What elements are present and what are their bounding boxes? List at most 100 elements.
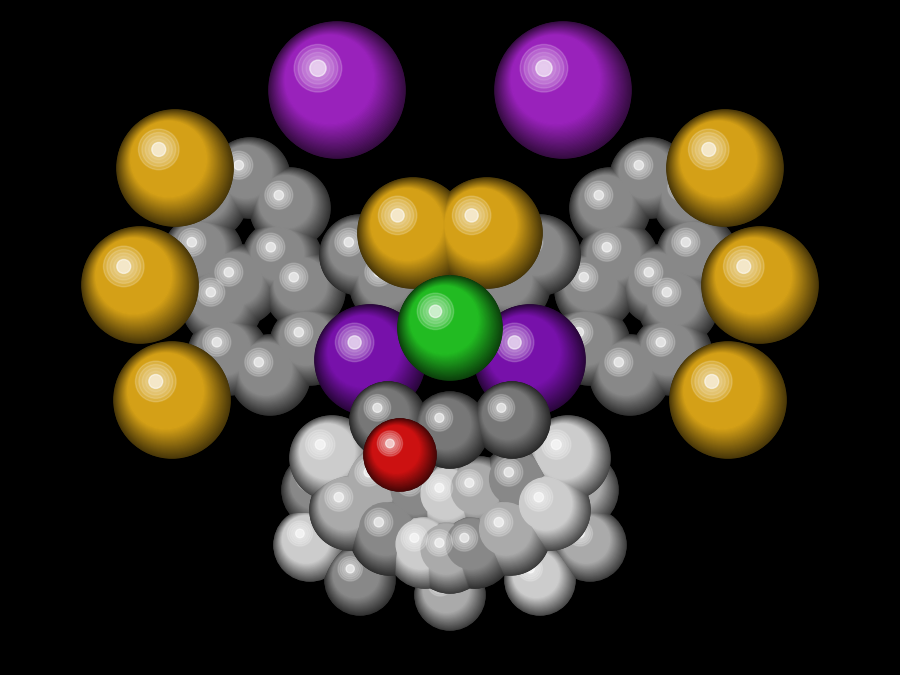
Circle shape bbox=[583, 224, 649, 290]
Circle shape bbox=[666, 223, 719, 275]
Circle shape bbox=[284, 454, 355, 524]
Circle shape bbox=[419, 268, 472, 320]
Circle shape bbox=[511, 550, 563, 602]
Circle shape bbox=[419, 564, 476, 620]
Circle shape bbox=[173, 165, 236, 228]
Circle shape bbox=[320, 478, 373, 531]
Circle shape bbox=[392, 209, 404, 222]
Circle shape bbox=[213, 141, 283, 211]
Circle shape bbox=[271, 24, 401, 155]
Circle shape bbox=[724, 246, 764, 287]
Circle shape bbox=[644, 267, 653, 277]
Circle shape bbox=[420, 523, 472, 576]
Circle shape bbox=[282, 265, 305, 289]
Circle shape bbox=[477, 501, 536, 560]
Circle shape bbox=[412, 462, 488, 538]
Circle shape bbox=[579, 273, 589, 282]
Circle shape bbox=[168, 161, 245, 238]
Circle shape bbox=[440, 185, 526, 271]
Circle shape bbox=[273, 256, 330, 314]
Circle shape bbox=[446, 519, 496, 570]
Circle shape bbox=[289, 458, 344, 513]
Circle shape bbox=[518, 557, 543, 581]
Circle shape bbox=[93, 236, 178, 321]
Circle shape bbox=[410, 286, 479, 354]
Circle shape bbox=[654, 161, 731, 238]
Circle shape bbox=[285, 455, 351, 520]
Circle shape bbox=[270, 23, 403, 156]
Circle shape bbox=[482, 388, 536, 442]
Circle shape bbox=[400, 277, 499, 377]
Circle shape bbox=[426, 404, 453, 431]
Circle shape bbox=[348, 335, 361, 349]
Circle shape bbox=[310, 470, 390, 550]
Circle shape bbox=[504, 218, 572, 287]
Circle shape bbox=[545, 455, 611, 520]
Circle shape bbox=[416, 561, 483, 628]
Circle shape bbox=[171, 163, 239, 232]
Circle shape bbox=[432, 576, 448, 592]
Circle shape bbox=[276, 511, 342, 576]
Circle shape bbox=[472, 246, 546, 321]
Circle shape bbox=[187, 238, 196, 247]
Circle shape bbox=[549, 437, 563, 452]
Circle shape bbox=[597, 340, 657, 401]
Circle shape bbox=[202, 247, 275, 320]
Circle shape bbox=[353, 247, 425, 319]
Circle shape bbox=[323, 217, 394, 289]
Circle shape bbox=[444, 458, 515, 529]
Circle shape bbox=[545, 455, 611, 520]
Circle shape bbox=[319, 308, 418, 408]
Circle shape bbox=[369, 423, 427, 481]
Circle shape bbox=[446, 460, 512, 526]
Circle shape bbox=[706, 231, 810, 334]
Circle shape bbox=[95, 238, 172, 315]
Circle shape bbox=[498, 24, 626, 152]
Circle shape bbox=[483, 448, 554, 519]
Circle shape bbox=[627, 153, 651, 177]
Circle shape bbox=[416, 265, 479, 327]
Circle shape bbox=[666, 222, 720, 276]
Circle shape bbox=[127, 352, 205, 431]
Circle shape bbox=[328, 547, 390, 609]
Circle shape bbox=[418, 562, 480, 624]
Circle shape bbox=[169, 220, 231, 282]
Circle shape bbox=[572, 169, 647, 244]
Circle shape bbox=[421, 524, 471, 574]
Circle shape bbox=[579, 273, 589, 282]
Circle shape bbox=[351, 246, 428, 323]
Circle shape bbox=[354, 385, 418, 450]
Circle shape bbox=[590, 335, 670, 415]
Circle shape bbox=[195, 321, 255, 381]
Circle shape bbox=[508, 32, 607, 131]
Circle shape bbox=[480, 309, 575, 404]
Circle shape bbox=[427, 302, 445, 321]
Circle shape bbox=[584, 225, 646, 288]
Circle shape bbox=[677, 182, 687, 192]
Circle shape bbox=[168, 219, 233, 285]
Circle shape bbox=[345, 449, 411, 515]
Circle shape bbox=[323, 312, 410, 398]
Circle shape bbox=[232, 158, 246, 172]
Circle shape bbox=[166, 217, 238, 290]
Circle shape bbox=[204, 249, 271, 315]
Circle shape bbox=[175, 166, 233, 225]
Circle shape bbox=[299, 423, 357, 482]
Circle shape bbox=[486, 450, 548, 512]
Circle shape bbox=[517, 475, 578, 537]
Circle shape bbox=[555, 309, 620, 374]
Circle shape bbox=[189, 271, 248, 330]
Circle shape bbox=[418, 267, 474, 323]
Circle shape bbox=[418, 397, 477, 456]
Circle shape bbox=[359, 252, 413, 306]
Circle shape bbox=[217, 143, 277, 204]
Circle shape bbox=[475, 383, 548, 456]
Circle shape bbox=[485, 450, 550, 514]
Circle shape bbox=[364, 467, 374, 477]
Circle shape bbox=[122, 349, 214, 441]
Circle shape bbox=[542, 452, 618, 528]
Circle shape bbox=[315, 305, 425, 415]
Circle shape bbox=[562, 256, 621, 315]
Circle shape bbox=[354, 248, 423, 317]
Circle shape bbox=[508, 221, 565, 279]
